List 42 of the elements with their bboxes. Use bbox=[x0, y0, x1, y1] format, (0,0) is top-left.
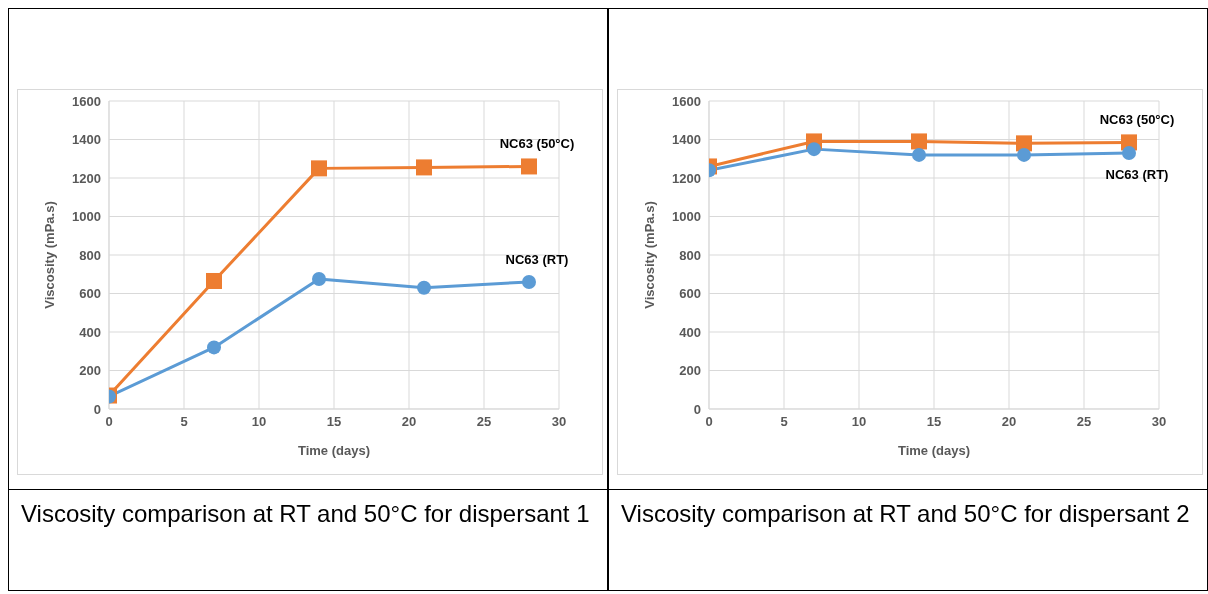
y-tick-label: 1200 bbox=[72, 170, 101, 186]
x-axis-title: Time (days) bbox=[297, 443, 371, 458]
x-tick-label: 10 bbox=[251, 414, 267, 430]
y-axis-title: Viscosity (mPa.s) bbox=[641, 201, 657, 309]
x-tick-label: 0 bbox=[705, 414, 713, 430]
x-tick-label: 30 bbox=[551, 414, 567, 430]
y-tick-label: 1400 bbox=[72, 132, 101, 148]
y-axis-title: Viscosity (mPa.s) bbox=[41, 201, 57, 309]
y-tick-label: 400 bbox=[679, 324, 701, 340]
x-axis-title: Time (days) bbox=[897, 443, 971, 458]
y-tick-label: 1600 bbox=[72, 93, 101, 109]
x-tick-label: 25 bbox=[476, 414, 492, 430]
series-label: NC63 (RT) bbox=[1105, 166, 1169, 182]
text: Viscosity comparison at RT and 50°C for dispersant 2 bbox=[621, 499, 1191, 529]
text: Viscosity comparison at RT and 50°C for dispersant 1 bbox=[21, 499, 591, 529]
series-label: NC63 (50°C) bbox=[1099, 112, 1175, 128]
x-tick-label: 20 bbox=[401, 414, 417, 430]
x-tick-label: 15 bbox=[326, 414, 342, 430]
y-tick-label: 800 bbox=[679, 247, 701, 263]
x-tick-label: 20 bbox=[1001, 414, 1017, 430]
x-tick-label: 5 bbox=[780, 414, 788, 430]
y-tick-label: 400 bbox=[79, 324, 101, 340]
x-tick-label: 0 bbox=[105, 414, 113, 430]
x-tick-label: 15 bbox=[926, 414, 942, 430]
y-tick-label: 1000 bbox=[72, 209, 101, 225]
x-tick-label: 30 bbox=[1151, 414, 1167, 430]
y-tick-label: 200 bbox=[679, 363, 701, 379]
series-label: NC63 (50°C) bbox=[499, 136, 575, 152]
series-label: NC63 (RT) bbox=[505, 251, 569, 267]
y-tick-label: 0 bbox=[93, 401, 101, 417]
y-tick-label: 200 bbox=[79, 363, 101, 379]
y-tick-label: 1200 bbox=[672, 170, 701, 186]
y-tick-label: 600 bbox=[679, 286, 701, 302]
y-tick-label: 800 bbox=[79, 247, 101, 263]
y-tick-label: 1400 bbox=[672, 132, 701, 148]
y-tick-label: 1600 bbox=[672, 93, 701, 109]
x-tick-label: 5 bbox=[180, 414, 188, 430]
y-tick-label: 600 bbox=[79, 286, 101, 302]
y-tick-label: 0 bbox=[693, 401, 701, 417]
x-tick-label: 25 bbox=[1076, 414, 1092, 430]
x-tick-label: 10 bbox=[851, 414, 867, 430]
y-tick-label: 1000 bbox=[672, 209, 701, 225]
